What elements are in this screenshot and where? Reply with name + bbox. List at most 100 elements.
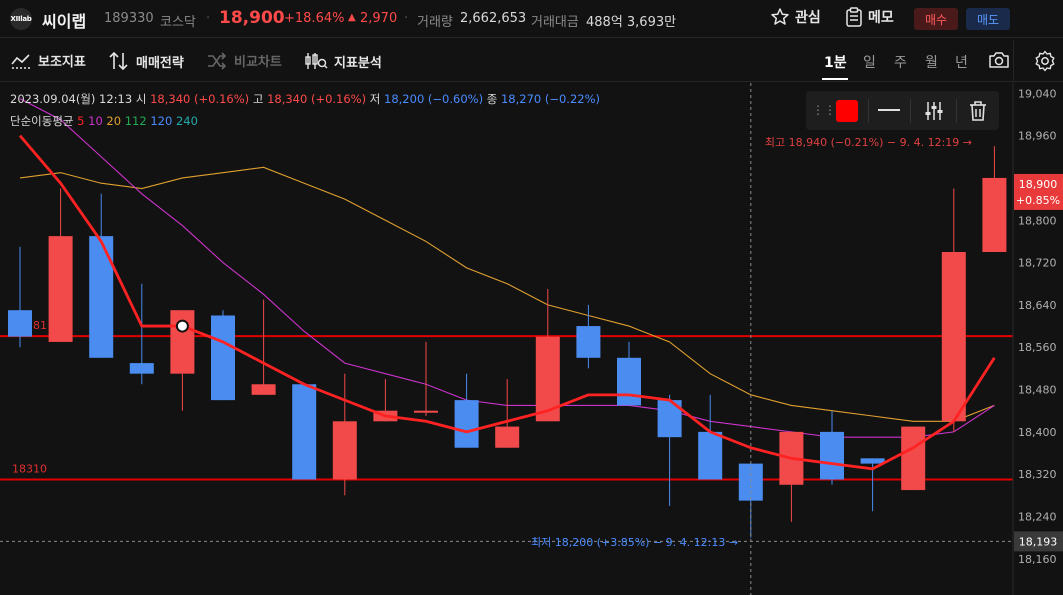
selected-point-marker[interactable] — [175, 319, 189, 333]
price-axis-tick: 18,960 — [1018, 130, 1057, 143]
indicator-analysis-label: 지표분석 — [334, 55, 382, 71]
active-period-indicator — [822, 78, 848, 80]
ma-legend-label: 단순이동평균 — [10, 114, 74, 128]
price-axis-tick: 18,400 — [1018, 426, 1057, 439]
separator-dot: · — [206, 11, 211, 26]
gear-icon — [1035, 50, 1055, 72]
high-value: 18,340 (+0.16%) — [267, 92, 367, 106]
period-1min-tab[interactable]: 1분 — [824, 55, 847, 71]
ma-period-5: 5 — [77, 114, 85, 128]
close-label: 종 — [486, 92, 498, 106]
memo-icon — [846, 7, 862, 27]
current-price: 18,900 — [219, 8, 285, 28]
up-down-arrows-icon — [109, 51, 128, 71]
candle-body[interactable] — [89, 236, 114, 358]
drag-handle-icon[interactable]: ⋮⋮ — [812, 103, 836, 117]
sell-button[interactable]: 매도 — [966, 8, 1010, 30]
open-label: 시 — [135, 92, 147, 106]
price-axis-tick: 19,040 — [1018, 87, 1057, 100]
candle-body[interactable] — [454, 400, 479, 448]
price-axis-tick: 18,640 — [1018, 299, 1057, 312]
candle-body[interactable] — [8, 310, 32, 337]
memo-label: 메모 — [868, 10, 894, 26]
shuffle-icon — [208, 51, 227, 70]
candlestick-chart[interactable]: 1858118310 19,04018,96018,88018,80018,72… — [0, 83, 1063, 595]
chart-area[interactable]: 1858118310 19,04018,96018,88018,80018,72… — [0, 83, 1063, 595]
trade-strategy-button[interactable]: 매매전략 — [108, 51, 184, 71]
price-axis-tick: 18,560 — [1018, 341, 1057, 354]
trash-icon — [970, 101, 986, 121]
drawing-toolbar-divider — [956, 99, 957, 123]
compare-chart-label: 비교차트 — [234, 55, 282, 70]
ohlc-datetime: 2023.09.04(월) 12:13 — [10, 92, 133, 106]
candle-body[interactable] — [860, 458, 885, 464]
candle-body[interactable] — [901, 426, 926, 491]
separator-dot: · — [404, 11, 409, 26]
stock-code: 189330 — [104, 11, 154, 26]
candle-body[interactable] — [820, 431, 844, 480]
candle-body[interactable] — [251, 384, 276, 395]
drawing-toolbar: ⋮⋮ — [806, 91, 999, 130]
favorite-button[interactable]: 관심 — [770, 7, 821, 27]
candle-body[interactable] — [698, 431, 723, 480]
candle-body[interactable] — [495, 426, 520, 448]
crosshair-price-value: 18,193 — [1019, 535, 1058, 548]
high-price-note: 최고 18,940 (−0.21%) − 9. 4. 12:19 → — [765, 136, 972, 149]
candle-body[interactable] — [48, 236, 73, 342]
amount-value: 488억 3,693만 — [586, 15, 677, 30]
line-style-button[interactable] — [878, 109, 900, 111]
ma-period-112: 112 — [124, 114, 147, 128]
period-year-tab[interactable]: 년 — [955, 55, 968, 71]
trend-line-icon — [11, 53, 30, 69]
high-label: 고 — [252, 92, 264, 106]
close-value: 18,270 (−0.22%) — [500, 92, 601, 106]
company-logo: XIIlab — [10, 8, 32, 30]
change-value: 2,970 — [360, 11, 398, 26]
chart-toolbar: 보조지표 매매전략 비교차트 지표분석 1분 일 주 월 — [0, 40, 1063, 82]
ma-period-240: 240 — [175, 114, 198, 128]
delete-drawing-button[interactable] — [968, 100, 988, 126]
up-triangle-icon: ▲ — [348, 12, 356, 23]
settings-button[interactable] — [1034, 50, 1056, 76]
candle-body[interactable] — [332, 421, 357, 480]
price-axis-tick: 18,800 — [1018, 214, 1057, 227]
market-name: 코스닥 — [160, 15, 196, 30]
price-axis-tick: 18,240 — [1018, 511, 1057, 524]
change-rate: +18.64% — [284, 11, 345, 26]
open-value: 18,340 (+0.16%) — [150, 92, 250, 106]
candle-body[interactable] — [414, 410, 438, 413]
current-price-value: 18,900 — [1019, 178, 1058, 191]
star-icon — [771, 8, 789, 25]
stock-header: XIIlab 씨이랩 189330 코스닥 · 18,900 +18.64% ▲… — [0, 0, 1063, 38]
candle-body[interactable] — [129, 363, 154, 374]
period-week-tab[interactable]: 주 — [894, 55, 907, 71]
stock-name[interactable]: 씨이랩 — [42, 12, 87, 31]
trade-strategy-label: 매매전략 — [136, 55, 184, 71]
memo-button[interactable]: 메모 — [845, 7, 894, 27]
volume-value: 2,662,653 — [460, 11, 527, 26]
period-day-tab[interactable]: 일 — [863, 55, 876, 71]
aux-indicator-button[interactable]: 보조지표 — [10, 51, 86, 70]
candle-body[interactable] — [576, 326, 601, 358]
ma-period-120: 120 — [150, 114, 173, 128]
line-settings-button[interactable] — [924, 100, 944, 126]
current-price-badge — [1014, 173, 1063, 210]
low-price-note: 최저 18,200 (+3.85%) − 9. 4. 12:13 → — [531, 536, 738, 549]
candle-body[interactable] — [292, 384, 317, 480]
ma-period-20: 20 — [106, 114, 122, 128]
drawing-toolbar-divider — [910, 99, 911, 123]
volume-label: 거래량 — [417, 15, 453, 30]
line-color-picker[interactable] — [836, 100, 858, 122]
candle-body[interactable] — [617, 357, 641, 406]
candle-body[interactable] — [982, 177, 1007, 252]
buy-button[interactable]: 매수 — [914, 8, 958, 30]
compare-chart-button[interactable]: 비교차트 — [206, 51, 282, 70]
screenshot-button[interactable] — [988, 50, 1010, 74]
candle-body[interactable] — [941, 252, 966, 422]
indicator-analysis-button[interactable]: 지표분석 — [304, 51, 382, 71]
moving-average-legend[interactable]: 단순이동평균 5 10 20 112 120 240 — [10, 113, 198, 129]
period-month-tab[interactable]: 월 — [925, 55, 938, 71]
candle-body[interactable] — [211, 315, 235, 401]
price-axis-tick: 18,320 — [1018, 468, 1057, 481]
amount-label: 거래대금 — [531, 15, 579, 30]
